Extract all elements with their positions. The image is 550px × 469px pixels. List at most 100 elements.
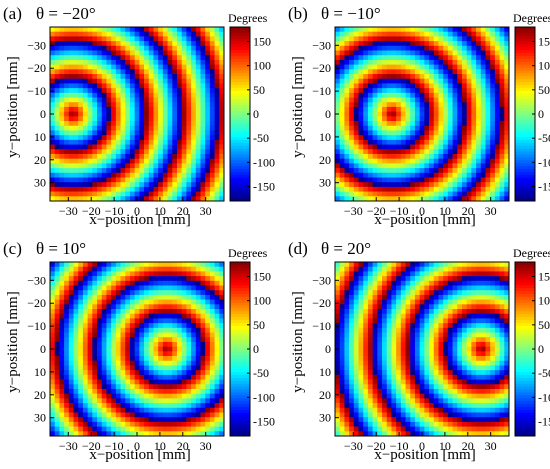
heatmap-cell: [120, 332, 126, 338]
heatmap-cell: [480, 36, 486, 42]
heatmap-cell: [443, 158, 449, 164]
heatmap-cell: [433, 27, 439, 33]
heatmap-cell: [176, 144, 183, 150]
heatmap-cell: [353, 149, 359, 155]
heatmap-cell: [499, 299, 505, 305]
heatmap-cell: [433, 59, 439, 65]
heatmap-cell: [64, 139, 70, 145]
heatmap-cell: [162, 45, 168, 51]
heatmap-cell: [176, 370, 183, 376]
heatmap-cell: [499, 304, 505, 310]
heatmap-cell: [101, 116, 107, 122]
heatmap-cell: [111, 323, 117, 329]
y-tick-label: 20: [34, 388, 46, 402]
heatmap-cell: [106, 69, 112, 75]
heatmap-cell: [111, 280, 117, 286]
heatmap-cell: [139, 407, 145, 413]
heatmap-cell: [144, 356, 150, 362]
heatmap-cell: [78, 196, 84, 202]
heatmap-cell: [172, 374, 178, 380]
heatmap-cell: [73, 182, 79, 188]
heatmap-cell: [419, 290, 425, 296]
heatmap-cell: [101, 74, 107, 80]
heatmap-cell: [391, 69, 397, 75]
heatmap-cell: [153, 36, 159, 42]
colorbar-band: [515, 154, 535, 158]
heatmap-cell: [382, 125, 388, 131]
heatmap-cell: [106, 153, 112, 160]
heatmap-cell: [111, 130, 117, 136]
heatmap-cell: [134, 370, 140, 376]
heatmap-cell: [209, 313, 215, 319]
colorbar-band: [230, 183, 250, 187]
heatmap-cell: [106, 41, 112, 47]
heatmap-cell: [382, 139, 388, 145]
heatmap-cell: [410, 262, 416, 268]
heatmap-cell: [78, 158, 84, 164]
heatmap-cell: [134, 139, 140, 145]
heatmap-cell: [433, 262, 439, 268]
heatmap-cell: [457, 121, 463, 127]
heatmap-cell: [367, 78, 373, 84]
heatmap-cell: [139, 431, 145, 437]
heatmap-cell: [214, 426, 220, 432]
heatmap-cell: [452, 125, 458, 131]
heatmap-cell: [414, 158, 420, 164]
heatmap-cell: [480, 290, 486, 296]
heatmap-cell: [87, 318, 93, 324]
heatmap-cell: [485, 280, 491, 286]
heatmap-cell: [414, 27, 420, 33]
heatmap-cell: [134, 168, 140, 174]
heatmap-cell: [181, 41, 187, 47]
heatmap-cell: [106, 346, 112, 352]
heatmap-cell: [191, 116, 197, 122]
heatmap-cell: [382, 92, 388, 98]
heatmap-cell: [115, 31, 121, 37]
heatmap-cell: [73, 130, 79, 136]
heatmap-cell: [181, 431, 187, 437]
heatmap-cell: [205, 285, 211, 291]
heatmap-cell: [176, 41, 183, 47]
heatmap-cell: [476, 144, 482, 150]
heatmap-cell: [139, 74, 145, 80]
heatmap-cell: [68, 276, 74, 282]
heatmap-cell: [54, 182, 60, 188]
heatmap-cell: [200, 55, 206, 61]
colorbar-band: [515, 87, 535, 92]
heatmap-cell: [410, 327, 416, 333]
heatmap-cell: [339, 116, 345, 122]
heatmap-cell: [158, 139, 164, 145]
heatmap-cell: [82, 426, 88, 432]
heatmap-cell: [97, 172, 103, 178]
panel-title: θ = −20°: [36, 4, 96, 23]
heatmap-cell: [120, 50, 126, 56]
heatmap-cell: [111, 31, 117, 37]
heatmap-cell: [480, 27, 486, 33]
heatmap-cell: [134, 327, 140, 333]
heatmap-cell: [504, 69, 510, 75]
colorbar-band: [230, 346, 250, 350]
heatmap-cell: [191, 125, 197, 131]
heatmap-cell: [129, 332, 135, 338]
heatmap-cell: [457, 102, 463, 108]
heatmap-cell: [82, 262, 88, 268]
heatmap-cell: [68, 163, 74, 169]
heatmap-cell: [443, 285, 449, 291]
heatmap-cell: [186, 88, 192, 94]
heatmap-cell: [54, 168, 60, 174]
heatmap-cell: [367, 262, 373, 268]
heatmap-cell: [205, 27, 211, 33]
heatmap-cell: [372, 266, 378, 272]
heatmap-cell: [162, 83, 168, 89]
heatmap-cell: [433, 276, 439, 282]
heatmap-cell: [191, 88, 197, 94]
heatmap-cell: [92, 27, 98, 33]
heatmap-cell: [410, 102, 416, 108]
heatmap-cell: [414, 106, 420, 112]
heatmap-cell: [372, 182, 378, 188]
heatmap-cell: [433, 111, 439, 117]
heatmap-cell: [349, 262, 355, 268]
heatmap-cell: [54, 337, 60, 343]
heatmap-cell: [181, 36, 187, 42]
heatmap-cell: [158, 318, 164, 324]
